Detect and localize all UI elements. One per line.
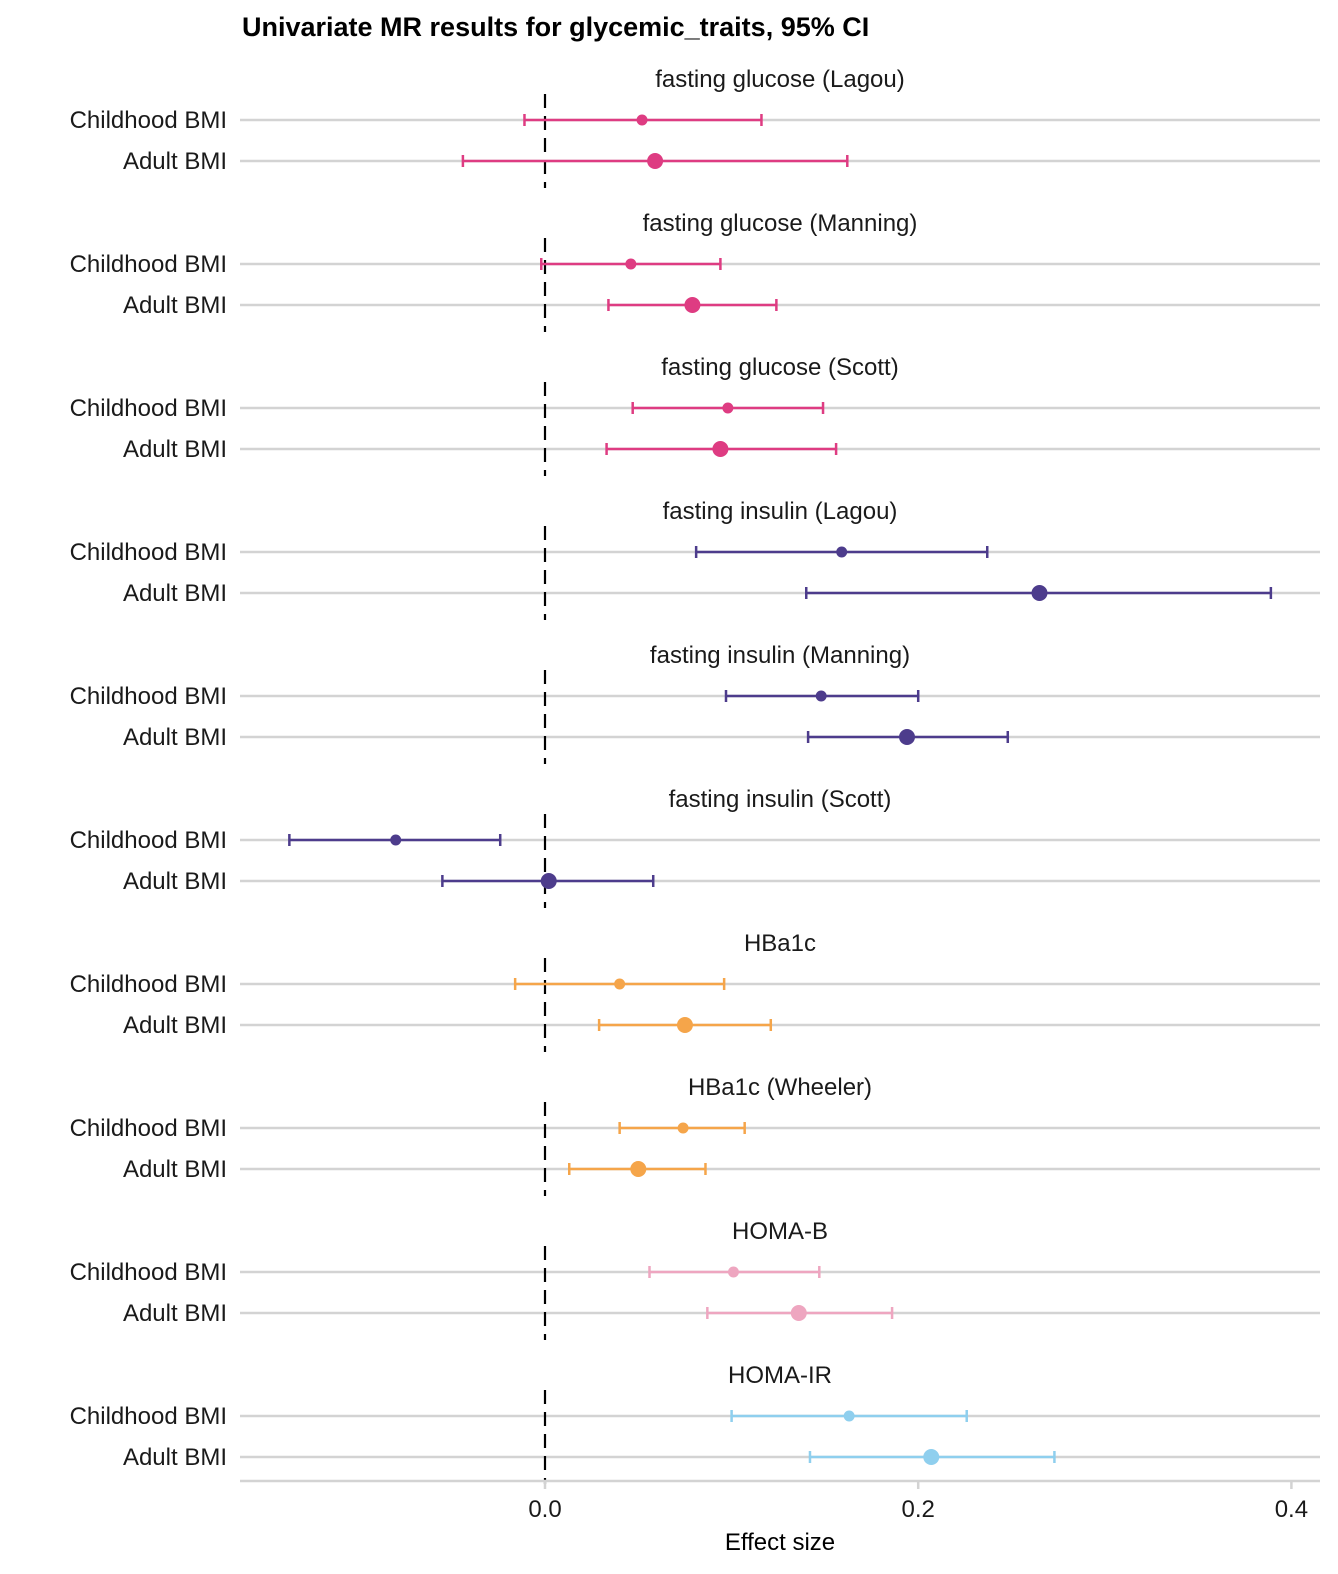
facet-panel: fasting insulin (Scott) Childhood BMI Adul…: [70, 786, 1320, 908]
row-label: Childhood BMI: [70, 539, 227, 566]
estimate-point: [614, 978, 626, 990]
estimate-point: [923, 1449, 940, 1465]
row-label: Adult BMI: [123, 724, 227, 751]
row-label: Adult BMI: [123, 1012, 227, 1039]
estimate-point: [836, 546, 848, 558]
facet-title: fasting insulin (Scott): [669, 786, 892, 813]
facet-title: HOMA-B: [732, 1218, 828, 1245]
row-label: Adult BMI: [123, 580, 227, 607]
chart-title: Univariate MR results for glycemic_trait…: [242, 12, 869, 42]
estimate-point: [636, 114, 648, 126]
estimate-point: [676, 1017, 693, 1033]
facet-title: fasting glucose (Lagou): [655, 66, 905, 93]
row-label: Adult BMI: [123, 1300, 227, 1327]
facet-panel: fasting glucose (Lagou) Childhood BMI Adul…: [70, 66, 1320, 188]
estimate-point: [815, 690, 827, 702]
row-label: Adult BMI: [123, 1156, 227, 1183]
estimate-point: [647, 153, 664, 169]
x-axis-label: Effect size: [725, 1529, 835, 1556]
facet-panel: HOMA-B Childhood BMI Adult BMI: [70, 1218, 1320, 1340]
estimate-point: [790, 1305, 807, 1321]
row-label: Childhood BMI: [70, 395, 227, 422]
estimate-point: [540, 873, 557, 889]
row-label: Adult BMI: [123, 868, 227, 895]
facet-title: HOMA-IR: [728, 1362, 832, 1389]
facet-panels: fasting glucose (Lagou) Childhood BMI Adul…: [70, 66, 1320, 1484]
estimate-point: [630, 1161, 647, 1177]
estimate-point: [712, 441, 729, 457]
row-label: Adult BMI: [123, 292, 227, 319]
estimate-point: [1031, 585, 1048, 601]
facet-panel: fasting insulin (Lagou) Childhood BMI Adul…: [70, 498, 1320, 620]
x-tick-label: 0.0: [528, 1496, 561, 1523]
estimate-point: [727, 1266, 739, 1278]
estimate-point: [722, 402, 734, 414]
row-label: Adult BMI: [123, 1444, 227, 1471]
facet-panel: fasting glucose (Scott) Childhood BMI Adul…: [70, 354, 1320, 476]
row-label: Childhood BMI: [70, 107, 227, 134]
facet-title: HBa1c (Wheeler): [688, 1074, 872, 1101]
facet-title: fasting insulin (Lagou): [663, 498, 898, 525]
facet-title: fasting glucose (Scott): [661, 354, 898, 381]
estimate-point: [677, 1122, 689, 1134]
facet-panel: fasting glucose (Manning) Childhood BMI Ad…: [70, 210, 1320, 332]
facet-panel: HBa1c (Wheeler) Childhood BMI Adult BMI: [70, 1074, 1320, 1196]
estimate-point: [390, 834, 402, 846]
row-label: Childhood BMI: [70, 971, 227, 998]
row-label: Adult BMI: [123, 148, 227, 175]
row-label: Childhood BMI: [70, 251, 227, 278]
row-label: Childhood BMI: [70, 683, 227, 710]
row-label: Childhood BMI: [70, 1403, 227, 1430]
x-tick-label: 0.2: [902, 1496, 935, 1523]
row-label: Childhood BMI: [70, 1115, 227, 1142]
facet-title: fasting glucose (Manning): [643, 210, 918, 237]
estimate-point: [843, 1410, 855, 1422]
x-axis: 0.0 0.2 0.4: [240, 1479, 1320, 1523]
facet-title: HBa1c: [744, 930, 816, 957]
facet-panel: HBa1c Childhood BMI Adult BMI: [70, 930, 1320, 1052]
row-label: Adult BMI: [123, 436, 227, 463]
facet-panel: HOMA-IR Childhood BMI Adult BMI: [70, 1362, 1320, 1484]
estimate-point: [625, 258, 637, 270]
estimate-point: [899, 729, 916, 745]
row-label: Childhood BMI: [70, 1259, 227, 1286]
estimate-point: [684, 297, 701, 313]
row-label: Childhood BMI: [70, 827, 227, 854]
facet-panel: fasting insulin (Manning) Childhood BMI Ad…: [70, 642, 1320, 764]
facet-title: fasting insulin (Manning): [650, 642, 910, 669]
x-tick-label: 0.4: [1275, 1496, 1308, 1523]
